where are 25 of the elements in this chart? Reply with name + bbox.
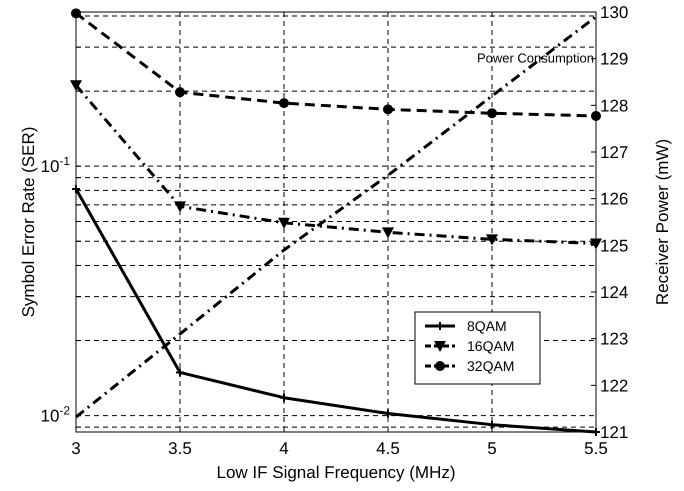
y2-axis-title: Receiver Power (mW) <box>653 138 672 306</box>
y2-tick-label: 130 <box>600 3 628 22</box>
series-label: Power Consumption <box>476 50 594 66</box>
y2-tick-label: 125 <box>600 236 628 256</box>
y-tick-label: 10$^{-1}$ <box>40 154 70 176</box>
y2-tick-label: 121 <box>600 423 628 442</box>
x-tick-label: 5 <box>487 439 497 458</box>
x-tick-label: 4 <box>279 439 289 458</box>
x-axis-title: Low IF Signal Frequency (MHz) <box>216 463 456 482</box>
y-axis-title: Symbol Error Rate (SER) <box>19 126 38 318</box>
y2-tick-label: 126 <box>600 190 628 209</box>
y2-tick-label: 123 <box>600 330 628 349</box>
y2-tick-label: 129 <box>600 50 628 69</box>
legend-label: 8QAM <box>467 318 507 334</box>
y2-tick-label: 122 <box>600 376 628 396</box>
x-tick-label: 3.5 <box>168 439 192 458</box>
y2-tick-label: 124 <box>600 283 628 302</box>
x-tick-label: 4.5 <box>376 439 400 458</box>
x-tick-label: 3 <box>71 439 81 458</box>
legend-label: 16QAM <box>467 338 514 354</box>
y-tick-label: 10$^{-2}$ <box>40 404 70 426</box>
y2-tick-label: 128 <box>600 96 628 116</box>
y2-tick-label: 127 <box>600 143 628 162</box>
legend-label: 32QAM <box>467 358 514 374</box>
x-tick-label: 5.5 <box>584 439 608 458</box>
